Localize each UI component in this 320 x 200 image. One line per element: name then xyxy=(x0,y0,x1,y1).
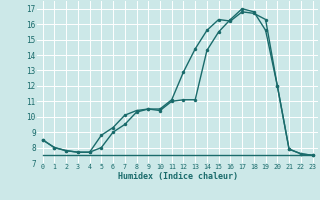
X-axis label: Humidex (Indice chaleur): Humidex (Indice chaleur) xyxy=(118,172,237,181)
